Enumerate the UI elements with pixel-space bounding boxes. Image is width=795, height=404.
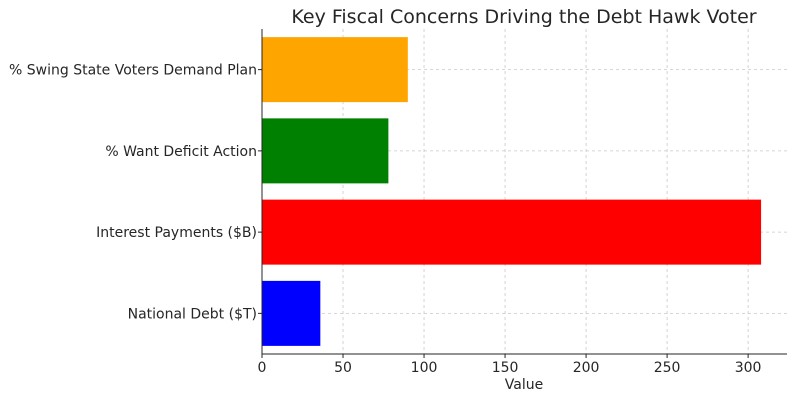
x-tick-layer: 0 50 100 150 200 250 300 (258, 354, 762, 376)
x-tick-label: 300 (735, 360, 762, 376)
x-tick-label: 0 (258, 360, 267, 376)
bar (262, 37, 408, 103)
category-label: National Debt ($T) (128, 306, 257, 322)
axis-layer (261, 29, 787, 355)
bar (262, 280, 321, 346)
category-label-layer: National Debt ($T) Interest Payments ($B)… (9, 63, 262, 322)
bar-layer (262, 37, 762, 346)
x-tick-label: 250 (654, 360, 681, 376)
x-tick-label: 150 (492, 360, 519, 376)
chart-title: Key Fiscal Concerns Driving the Debt Haw… (291, 6, 756, 28)
category-label: % Want Deficit Action (105, 144, 257, 160)
x-tick-label: 200 (573, 360, 600, 376)
bar (262, 118, 389, 184)
bar (262, 199, 762, 265)
x-tick-label: 50 (334, 360, 352, 376)
x-tick-label: 100 (411, 360, 438, 376)
category-label: % Swing State Voters Demand Plan (9, 63, 257, 79)
x-axis-title: Value (505, 377, 543, 393)
category-label: Interest Payments ($B) (96, 225, 257, 241)
